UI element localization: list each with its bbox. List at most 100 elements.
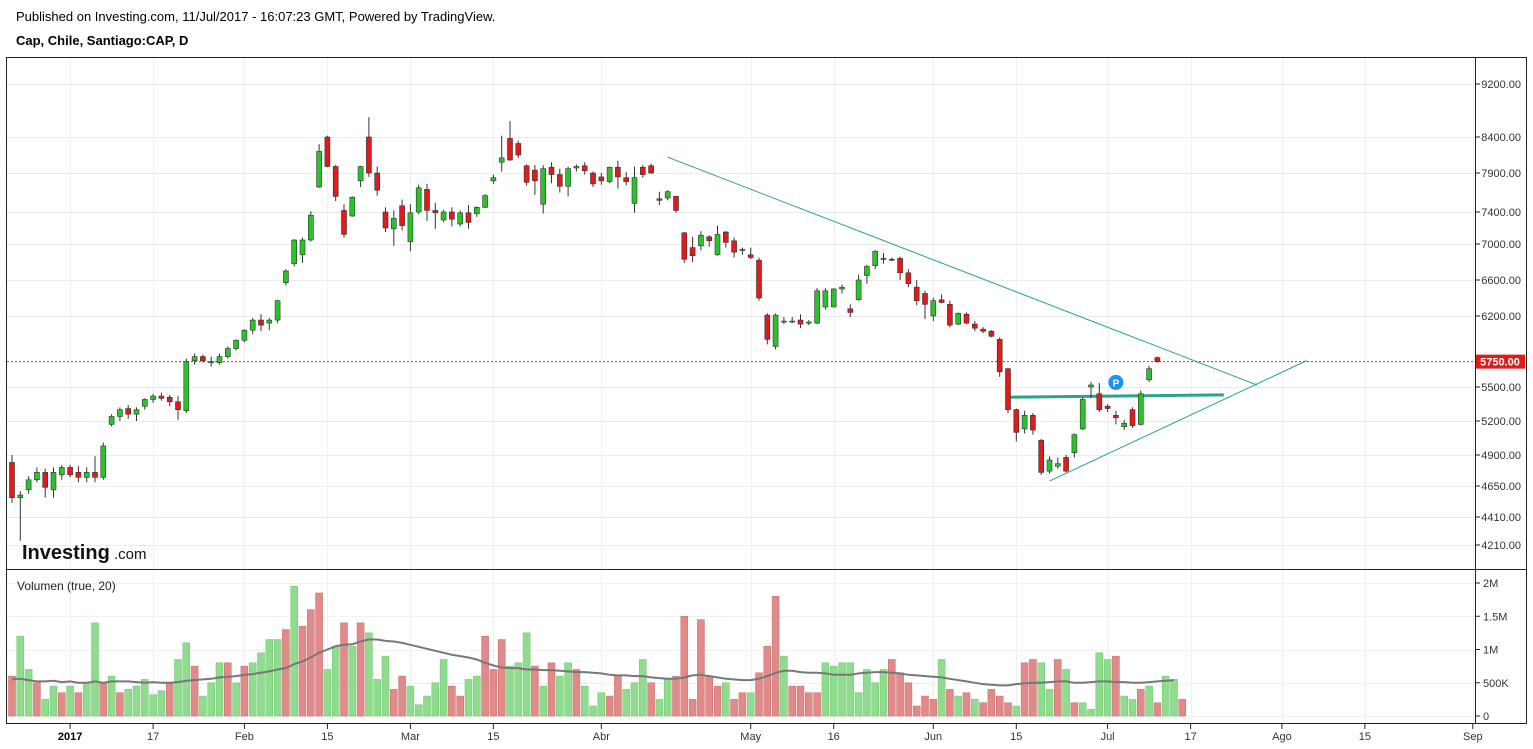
- volume-bar: [929, 699, 938, 717]
- candle-body: [399, 205, 405, 226]
- candle-down: [905, 269, 912, 288]
- volume-bar: [622, 689, 630, 717]
- candle-down: [747, 247, 754, 260]
- candle-down: [648, 163, 654, 174]
- volume-bar: [539, 685, 547, 717]
- time-tick-label: Mar: [401, 731, 420, 743]
- volume-bar: [605, 695, 614, 717]
- candle-up: [1046, 456, 1053, 474]
- volume-bar: [829, 665, 838, 717]
- candle-up: [274, 299, 281, 324]
- candle-body: [490, 177, 497, 182]
- candle-down: [689, 236, 696, 262]
- volume-bar: [298, 625, 307, 717]
- gridlines: [7, 58, 1475, 723]
- candle-body: [332, 166, 339, 197]
- candle-down: [556, 168, 563, 193]
- volume-bar: [1145, 685, 1153, 717]
- candle-up: [440, 209, 447, 223]
- candle-body: [1030, 415, 1036, 431]
- volume-bar: [780, 655, 788, 717]
- price-tick-label: 8400.00: [1481, 132, 1521, 144]
- volume-bar: [971, 699, 979, 717]
- volume-bar: [497, 639, 506, 717]
- candle-body: [9, 462, 15, 498]
- candle-up: [150, 393, 156, 403]
- volume-bar: [946, 689, 954, 717]
- volume-bar: [995, 695, 1004, 717]
- volume-bar: [680, 616, 689, 717]
- candle-up: [117, 407, 123, 421]
- volume-bar: [423, 695, 431, 717]
- candle-body: [357, 166, 364, 182]
- volume-bar: [1012, 705, 1021, 717]
- candle-down: [424, 183, 430, 221]
- candle-down: [980, 327, 986, 334]
- candle-body: [938, 299, 945, 303]
- volume-bar: [796, 685, 805, 717]
- candle-body: [100, 445, 107, 478]
- volume-bar: [738, 692, 747, 717]
- candle-body: [515, 143, 522, 156]
- volume-bars: [8, 586, 1187, 717]
- candle-body: [565, 168, 571, 187]
- price-tick-label: 7000.00: [1481, 239, 1521, 251]
- candle-up: [739, 247, 746, 255]
- candle-body: [855, 279, 862, 301]
- volume-bar: [307, 609, 315, 717]
- candle-down: [1104, 404, 1111, 412]
- candle-body: [158, 395, 165, 399]
- candle-down: [374, 166, 381, 196]
- candle-body: [390, 218, 397, 230]
- candle-up: [390, 210, 397, 246]
- candle-up: [100, 442, 107, 480]
- volume-bar: [58, 692, 66, 717]
- candle-body: [922, 293, 928, 305]
- volume-bar: [66, 685, 74, 717]
- volume-bar: [580, 685, 589, 717]
- candle-body: [1146, 368, 1152, 381]
- volume-bar: [165, 682, 174, 717]
- candle-body: [714, 234, 721, 256]
- candle-up: [714, 225, 721, 256]
- volume-bar: [331, 645, 340, 717]
- candle-down: [382, 207, 389, 232]
- candle-up: [349, 196, 356, 217]
- candle-up: [540, 165, 547, 214]
- candles: [9, 117, 1161, 541]
- current-price-text: 5750.00: [1480, 357, 1520, 369]
- candle-body: [92, 472, 98, 478]
- candle-body: [648, 165, 654, 174]
- volume-bar: [572, 669, 581, 717]
- volume-bar: [240, 665, 249, 717]
- candle-down: [1113, 410, 1119, 425]
- candle-body: [615, 166, 621, 178]
- volume-tick-label: 0: [1483, 711, 1489, 723]
- candle-body: [756, 259, 762, 299]
- time-tick-label: May: [740, 731, 761, 743]
- volume-bar: [381, 655, 390, 717]
- volume-bar: [290, 586, 298, 717]
- candle-up: [50, 467, 57, 498]
- candle-up: [930, 298, 937, 322]
- candle-down: [1063, 455, 1069, 473]
- candle-body: [830, 288, 837, 308]
- time-tick-label: Jun: [924, 731, 942, 743]
- price-tick-label: 6200.00: [1481, 311, 1521, 323]
- candle-down: [731, 237, 737, 258]
- candle-body: [880, 258, 887, 260]
- candle-body: [971, 323, 978, 329]
- volume-bar: [937, 659, 946, 717]
- candle-up: [142, 398, 148, 410]
- volume-bar: [1078, 702, 1087, 717]
- candle-down: [590, 171, 596, 188]
- candle-body: [955, 312, 962, 325]
- candle-body: [307, 214, 314, 241]
- annotation-marker[interactable]: P: [1108, 374, 1124, 390]
- candle-body: [432, 210, 439, 214]
- candle-down: [897, 256, 903, 280]
- candle-down: [996, 337, 1003, 377]
- candle-body: [1021, 415, 1028, 430]
- candle-down: [200, 354, 206, 363]
- volume-bar: [91, 622, 99, 717]
